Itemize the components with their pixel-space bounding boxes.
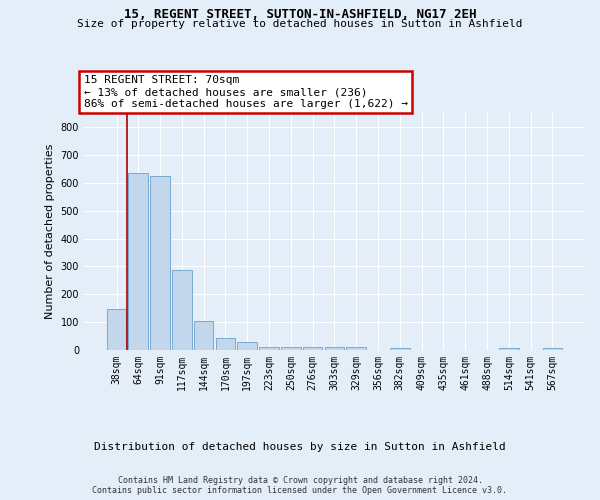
- Bar: [238, 342, 257, 350]
- Bar: [194, 321, 214, 350]
- Text: Contains HM Land Registry data © Crown copyright and database right 2024.
Contai: Contains HM Land Registry data © Crown c…: [92, 476, 508, 495]
- Bar: [303, 347, 322, 350]
- Text: 15, REGENT STREET, SUTTON-IN-ASHFIELD, NG17 2EH: 15, REGENT STREET, SUTTON-IN-ASHFIELD, N…: [124, 8, 476, 20]
- Bar: [172, 270, 191, 350]
- Bar: [542, 348, 562, 350]
- Bar: [281, 346, 301, 350]
- Text: Distribution of detached houses by size in Sutton in Ashfield: Distribution of detached houses by size …: [94, 442, 506, 452]
- Bar: [215, 338, 235, 350]
- Text: Size of property relative to detached houses in Sutton in Ashfield: Size of property relative to detached ho…: [77, 19, 523, 29]
- Bar: [107, 308, 127, 350]
- Bar: [390, 348, 410, 350]
- Bar: [325, 347, 344, 350]
- Bar: [499, 348, 518, 350]
- Bar: [259, 347, 279, 350]
- Bar: [128, 174, 148, 350]
- Y-axis label: Number of detached properties: Number of detached properties: [45, 144, 55, 320]
- Bar: [150, 176, 170, 350]
- Bar: [346, 347, 366, 350]
- Text: 15 REGENT STREET: 70sqm
← 13% of detached houses are smaller (236)
86% of semi-d: 15 REGENT STREET: 70sqm ← 13% of detache…: [84, 76, 408, 108]
